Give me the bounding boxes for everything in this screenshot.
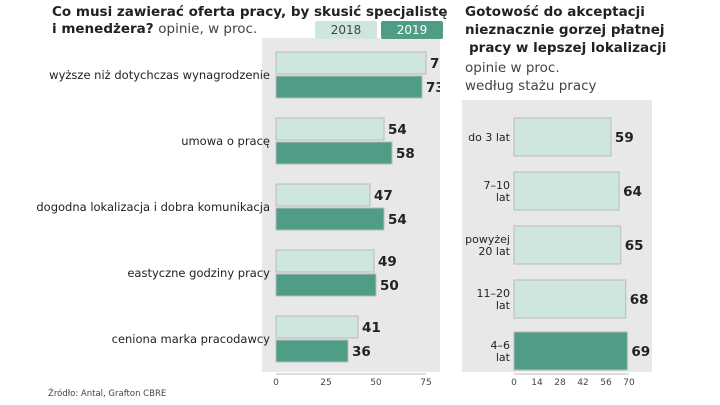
bar-2018 xyxy=(275,51,427,75)
bar xyxy=(513,225,622,265)
bar-2019 xyxy=(275,75,423,99)
bar xyxy=(513,331,628,371)
bar-2019 xyxy=(275,339,349,363)
data-label-2019: 50 xyxy=(380,278,399,294)
x-tick-label: 56 xyxy=(600,378,612,388)
bar xyxy=(513,279,627,319)
legend-2019: 2019 xyxy=(381,21,443,39)
data-label-2019: 36 xyxy=(352,344,371,360)
data-label-2018: 41 xyxy=(362,320,381,336)
category-label: lat xyxy=(496,351,511,364)
legend-2018: 2018 xyxy=(315,21,377,39)
right-chart-panel: Gotowość do akceptacji nieznacznie gorze… xyxy=(440,0,720,405)
category-label: lat xyxy=(496,191,511,204)
right-chart-subtitle-line2: według stażu pracy xyxy=(465,78,597,94)
category-label: 20 lat xyxy=(478,245,510,258)
x-tick-label: 28 xyxy=(554,378,566,388)
bar-2019 xyxy=(275,207,385,231)
legend-2019-label: 2019 xyxy=(396,23,428,37)
left-bar-chart: wyższe niż dotychczas wynagrodzenie 75 73 u… xyxy=(36,51,440,388)
x-tick-label: 0 xyxy=(511,378,517,388)
x-tick-label: 0 xyxy=(273,378,279,388)
category-label: dogodna lokalizacja i dobra komunikacja xyxy=(36,200,270,214)
data-label: 59 xyxy=(615,130,634,146)
x-tick-label: 14 xyxy=(531,378,543,388)
data-label-2018: 49 xyxy=(378,254,397,270)
right-chart-subtitle-line1: opinie w proc. xyxy=(465,60,560,76)
x-tick-label: 75 xyxy=(420,378,431,388)
category-label: 7–10 xyxy=(484,179,511,192)
category-label: powyżej xyxy=(465,233,510,246)
bar-2018 xyxy=(275,117,385,141)
data-label: 69 xyxy=(631,344,650,360)
bar-2018 xyxy=(275,315,359,339)
left-chart-subtitle: opinie, w proc. xyxy=(158,21,258,37)
category-label: ceniona marka pracodawcy xyxy=(112,332,271,346)
data-label: 65 xyxy=(625,238,644,254)
category-label: lat xyxy=(496,299,511,312)
data-label-2018: 75 xyxy=(430,56,440,72)
left-chart-title-line2: i menedżera? opinie, w proc. xyxy=(52,21,257,37)
x-tick-label: 42 xyxy=(577,378,588,388)
left-chart-panel: Co musi zawierać oferta pracy, by skusić… xyxy=(36,4,447,399)
x-tick-label: 50 xyxy=(370,378,382,388)
data-label: 64 xyxy=(623,184,642,200)
x-tick-label: 70 xyxy=(623,378,635,388)
category-label: 4–6 xyxy=(491,339,511,352)
legend-2018-label: 2018 xyxy=(330,23,362,37)
data-label: 68 xyxy=(630,292,649,308)
bar-2018 xyxy=(275,183,371,207)
bar-2018 xyxy=(275,249,375,273)
data-label-2018: 47 xyxy=(374,188,393,204)
x-tick-label: 25 xyxy=(320,378,331,388)
right-chart-title-line1: Gotowość do akceptacji xyxy=(465,4,645,20)
bar-2019 xyxy=(275,273,377,297)
bar xyxy=(513,171,620,211)
category-label: wyższe niż dotychczas wynagrodzenie xyxy=(49,68,270,82)
left-chart-title-line1: Co musi zawierać oferta pracy, by skusić… xyxy=(52,4,448,20)
data-label-2018: 54 xyxy=(388,122,407,138)
bar xyxy=(513,117,612,157)
bar-2019 xyxy=(275,141,393,165)
right-chart-title-line3: pracy w lepszej lokalizacji xyxy=(469,40,667,56)
data-label-2019: 73 xyxy=(426,80,440,96)
data-label-2019: 58 xyxy=(396,146,415,162)
left-chart-title-bold: i menedżera? xyxy=(52,21,154,37)
category-label: eastyczne godziny pracy xyxy=(127,266,270,280)
source-note: Źródło: Antal, Grafton CBRE xyxy=(48,389,167,399)
category-label: umowa o pracę xyxy=(181,134,270,148)
data-label-2019: 54 xyxy=(388,212,407,228)
category-label: 11–20 xyxy=(477,287,511,300)
category-label: do 3 lat xyxy=(468,131,511,144)
right-chart-title-line2: nieznacznie gorzej płatnej xyxy=(465,22,665,38)
